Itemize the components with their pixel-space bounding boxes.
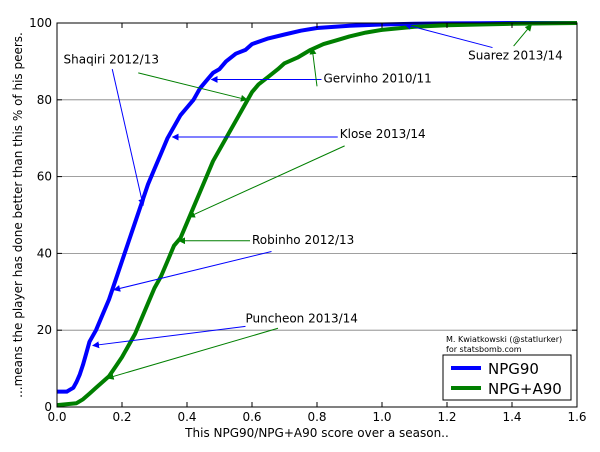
annotation-label-suarez-2013-14: Suarez 2013/14 [468,48,563,62]
annotation-arrow-shaqiri-2012-13-0 [111,68,146,207]
annotation-label-shaqiri-2012-13: Shaqiri 2012/13 [64,52,159,66]
annotation-label-gervinho-2010-11: Gervinho 2010/11 [324,72,432,86]
y-tick-label-3: 60 [37,170,52,184]
legend-frame [442,354,572,401]
annotation-label-bg-suarez-2013-14 [466,48,565,63]
y-tick-label-2: 40 [37,246,52,260]
x-tick-label-7: 1.4 [502,410,521,424]
annotation-arrow-puncheon-2013-14-0 [92,325,246,349]
annotation-arrow-shaqiri-2012-13-1 [138,72,248,102]
x-tick-label-1: 0.2 [112,410,131,424]
y-tick-label-5: 100 [29,16,52,30]
gridlines [57,99,577,331]
legend-label-npg-a90: NPG+A90 [488,380,562,398]
y-tick-label-1: 20 [37,323,52,337]
series-line-npg-a90 [56,21,578,408]
series-line-npg90 [57,21,577,394]
annotations: Shaqiri 2012/13 Gervinho 2010/11 Klose 201… [61,48,565,326]
x-tick-label-4: 0.8 [307,410,326,424]
annotation-label-bg-shaqiri-2012-13 [61,52,161,67]
y-tick-label-0: 0 [44,400,52,414]
legend: NPG90 NPG+A90 [442,354,572,401]
annotation-label-klose-2013-14: Klose 2013/14 [340,127,426,141]
annotation-label-bg-klose-2013-14 [337,127,428,142]
annotation-arrow-suarez-2013-14-1 [513,23,532,47]
x-tick-label-0: 0.0 [47,410,66,424]
annotation-label-robinho-2012-13: Robinho 2012/13 [252,233,354,247]
x-tick-label-6: 1.2 [437,410,456,424]
x-tick-label-8: 1.6 [567,410,586,424]
annotation-arrows [92,22,532,380]
series-lines [56,21,578,408]
credit-line-1: M. Kwiatkowski (@statlurker) [446,335,562,344]
annotation-label-bg-gervinho-2010-11 [321,71,434,86]
x-tick-label-3: 0.6 [242,410,261,424]
credit-line-2: for statsbomb.com [446,345,522,354]
annotation-arrow-puncheon-2013-14-1 [106,327,279,380]
annotation-label-bg-robinho-2012-13 [250,232,357,247]
annotation-arrow-klose-2013-14-1 [187,145,345,218]
annotation-label-puncheon-2013-14: Puncheon 2013/14 [246,312,358,326]
y-axis-label: ...means the player has done better than… [11,32,25,398]
annotation-arrow-robinho-2012-13-1 [113,250,272,292]
annotation-arrow-suarez-2013-14-0 [404,22,493,49]
annotation-arrow-gervinho-2010-11-1 [309,47,318,87]
x-tick-label-2: 0.4 [177,410,196,424]
legend-label-npg90: NPG90 [488,360,539,378]
axis-ticks: 0 20 40 60 80 100 0.0 0.2 0.4 0.6 0.8 1.0 1.2 1.4 1.6 [29,16,586,424]
annotation-label-bg-puncheon-2013-14 [243,311,360,326]
x-axis-label: This NPG90/NPG+A90 score over a season.. [184,426,449,440]
y-tick-label-4: 80 [37,93,52,107]
x-tick-label-5: 1.0 [372,410,391,424]
